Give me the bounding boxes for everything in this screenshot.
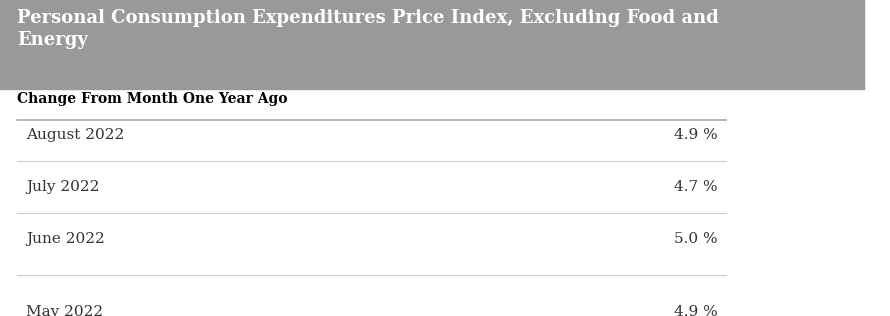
Text: Change From Month One Year Ago: Change From Month One Year Ago [17, 92, 287, 106]
Text: 5.0 %: 5.0 % [674, 232, 717, 246]
Text: May 2022: May 2022 [26, 305, 103, 316]
Text: August 2022: August 2022 [26, 128, 125, 142]
Bar [0, 0, 864, 89]
Text: Personal Consumption Expenditures Price Index, Excluding Food and
Energy: Personal Consumption Expenditures Price … [17, 9, 719, 49]
Text: 4.9 %: 4.9 % [674, 305, 717, 316]
Text: 4.7 %: 4.7 % [674, 180, 717, 194]
Text: July 2022: July 2022 [26, 180, 100, 194]
Text: June 2022: June 2022 [26, 232, 105, 246]
Text: 4.9 %: 4.9 % [674, 128, 717, 142]
